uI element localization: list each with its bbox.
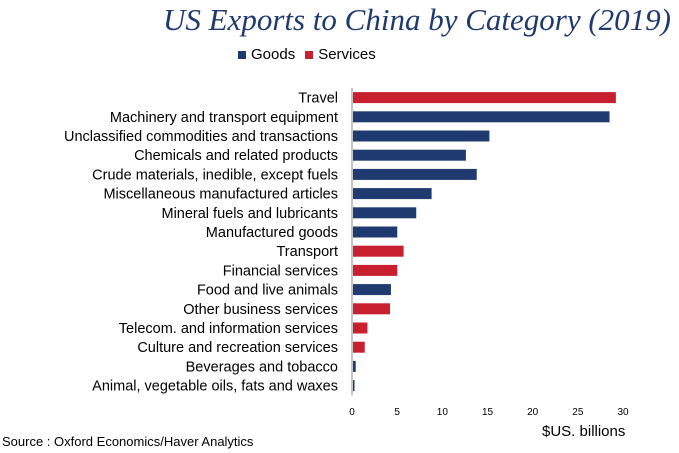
category-label: Transport — [276, 244, 338, 260]
bar-goods — [353, 111, 610, 123]
category-label: Other business services — [183, 302, 338, 318]
bar-services — [353, 303, 391, 315]
legend-label-goods: Goods — [251, 46, 296, 63]
bar-goods — [353, 168, 477, 180]
bar-services — [353, 341, 365, 353]
bar-goods — [353, 149, 466, 161]
category-label: Animal, vegetable oils, fats and waxes — [92, 379, 338, 395]
bar-services — [353, 322, 368, 334]
x-tick-label: 10 — [437, 407, 449, 418]
bar-goods — [353, 188, 432, 200]
bar-services — [353, 245, 404, 257]
legend-swatch-goods — [238, 50, 246, 59]
category-label: Telecom. and information services — [119, 321, 338, 337]
legend-item-goods: Goods — [238, 46, 295, 63]
legend-swatch-services — [305, 50, 314, 59]
x-tick-label: 15 — [482, 407, 494, 418]
category-label: Machinery and transport equipment — [110, 110, 338, 126]
bar-goods — [353, 284, 391, 296]
category-label: Miscellaneous manufactured articles — [103, 187, 338, 203]
category-label: Mineral fuels and lubricants — [161, 206, 338, 222]
source-note: Source : Oxford Economics/Haver Analytic… — [2, 434, 254, 449]
x-tick-label: 0 — [349, 407, 355, 418]
bar-goods — [353, 207, 417, 219]
category-label: Travel — [298, 91, 338, 107]
bar-services — [353, 92, 616, 104]
x-tick-label: 25 — [572, 407, 584, 418]
category-label: Chemicals and related products — [134, 148, 338, 164]
category-label: Beverages and tobacco — [186, 359, 338, 375]
x-tick-label: 20 — [527, 407, 539, 418]
bar-services — [353, 264, 398, 276]
bar-goods — [353, 226, 398, 238]
bar-goods — [353, 130, 490, 142]
chart-legend: Goods Services — [238, 46, 386, 63]
category-label: Unclassified commodities and transaction… — [64, 129, 338, 145]
category-label: Culture and recreation services — [137, 340, 338, 356]
category-label: Manufactured goods — [206, 225, 338, 241]
x-axis-label: $US. billions — [542, 423, 626, 440]
bar-goods — [353, 380, 355, 392]
category-label: Financial services — [223, 263, 338, 279]
legend-item-services: Services — [305, 46, 376, 63]
x-tick-label: 30 — [617, 407, 629, 418]
chart-title: US Exports to China by Category (2019) — [162, 2, 671, 37]
legend-label-services: Services — [318, 46, 376, 63]
x-tick-label: 5 — [394, 407, 400, 418]
bar-goods — [353, 360, 356, 372]
category-label: Crude materials, inedible, except fuels — [92, 167, 338, 183]
category-label: Food and live animals — [197, 283, 338, 299]
